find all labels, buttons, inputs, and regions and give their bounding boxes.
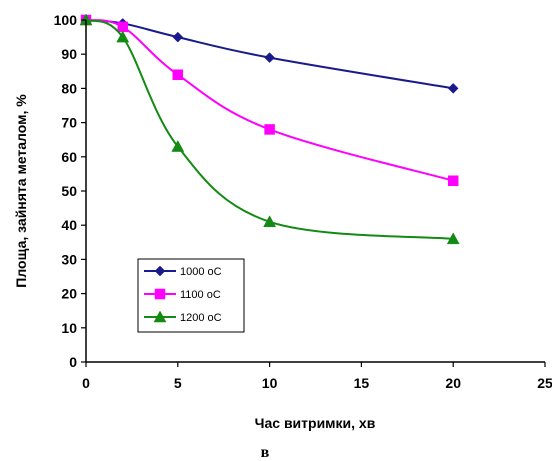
data-point [171,140,185,152]
legend-item: 1200 oC [144,310,222,324]
x-tick-label: 5 [174,375,182,391]
x-tick-label: 25 [537,375,552,391]
legend-item: 1100 oC [144,288,221,301]
data-point [447,175,459,186]
legend-label: 1000 oC [180,266,222,278]
data-point [172,31,184,43]
y-tick-label: 100 [54,12,78,28]
figure-caption: в [261,444,270,461]
y-axis-title: Площа, зайнята металом, % [13,94,29,288]
y-tick-label: 40 [61,217,77,233]
data-point [446,232,460,245]
y-tick-label: 90 [61,46,77,62]
y-tick-label: 30 [61,251,77,267]
series-diamond [80,14,459,94]
x-axis-title: Час витримки, хв [255,415,376,431]
legend-item: 1000 oC [144,265,222,278]
series-line [85,19,454,182]
y-tick-label: 0 [69,354,77,370]
data-point [116,30,130,43]
data-point [117,21,128,33]
data-point [172,69,184,80]
legend: 1000 oC 1100 oC 1200 oC [137,258,245,333]
x-tick-label: 10 [262,375,278,391]
data-point [447,83,459,94]
series-layer [79,13,460,245]
series-line [85,19,454,90]
y-tick-label: 10 [61,320,77,336]
data-point [263,215,277,228]
ticks: 0 10 20 30 40 50 60 70 80 90 100 0 5 10 15 20 25 [54,12,552,391]
y-tick-label: 50 [61,183,77,199]
y-tick-label: 20 [61,286,77,302]
legend-label: 1200 oC [180,312,222,324]
series-triangle [79,13,460,245]
data-point [264,124,275,135]
legend-marker [154,288,166,300]
y-tick-label: 80 [61,80,77,96]
x-tick-label: 20 [445,375,461,391]
legend-marker [154,265,166,277]
x-tick-label: 0 [82,375,90,391]
y-tick-label: 60 [61,149,77,165]
legend-label: 1100 oC [180,289,221,301]
series-square [80,14,459,186]
y-tick-label: 70 [61,115,77,131]
x-tick-label: 15 [354,375,370,391]
legend-marker [153,310,167,323]
data-point [264,52,275,63]
